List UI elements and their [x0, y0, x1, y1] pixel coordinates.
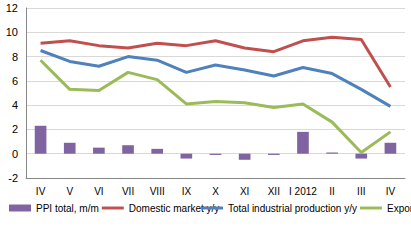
svg-text:VI: VI — [94, 186, 103, 197]
svg-text:I 2012: I 2012 — [289, 186, 317, 197]
svg-text:V: V — [66, 186, 73, 197]
svg-text:VII: VII — [122, 186, 134, 197]
svg-text:0: 0 — [12, 148, 18, 160]
svg-text:Exports y/y: Exports y/y — [387, 203, 411, 214]
svg-text:4: 4 — [12, 99, 18, 111]
svg-text:X: X — [212, 186, 219, 197]
svg-text:XII: XII — [268, 186, 280, 197]
svg-text:2: 2 — [12, 123, 18, 135]
svg-text:XI: XI — [240, 186, 249, 197]
svg-text:Total industrial production y/: Total industrial production y/y — [228, 203, 357, 214]
svg-text:VIII: VIII — [150, 186, 165, 197]
svg-text:IX: IX — [182, 186, 192, 197]
svg-text:IV: IV — [36, 186, 46, 197]
svg-text:III: III — [357, 186, 365, 197]
svg-text:6: 6 — [12, 75, 18, 87]
svg-text:Domestic market y/y: Domestic market y/y — [128, 202, 220, 214]
svg-text:12: 12 — [6, 2, 18, 14]
svg-text:IV: IV — [386, 186, 396, 197]
svg-text:II: II — [329, 186, 335, 197]
svg-text:-2: -2 — [8, 172, 18, 184]
svg-text:10: 10 — [6, 26, 18, 38]
svg-text:PPI total, m/m: PPI total, m/m — [36, 203, 99, 214]
svg-text:8: 8 — [12, 51, 18, 63]
